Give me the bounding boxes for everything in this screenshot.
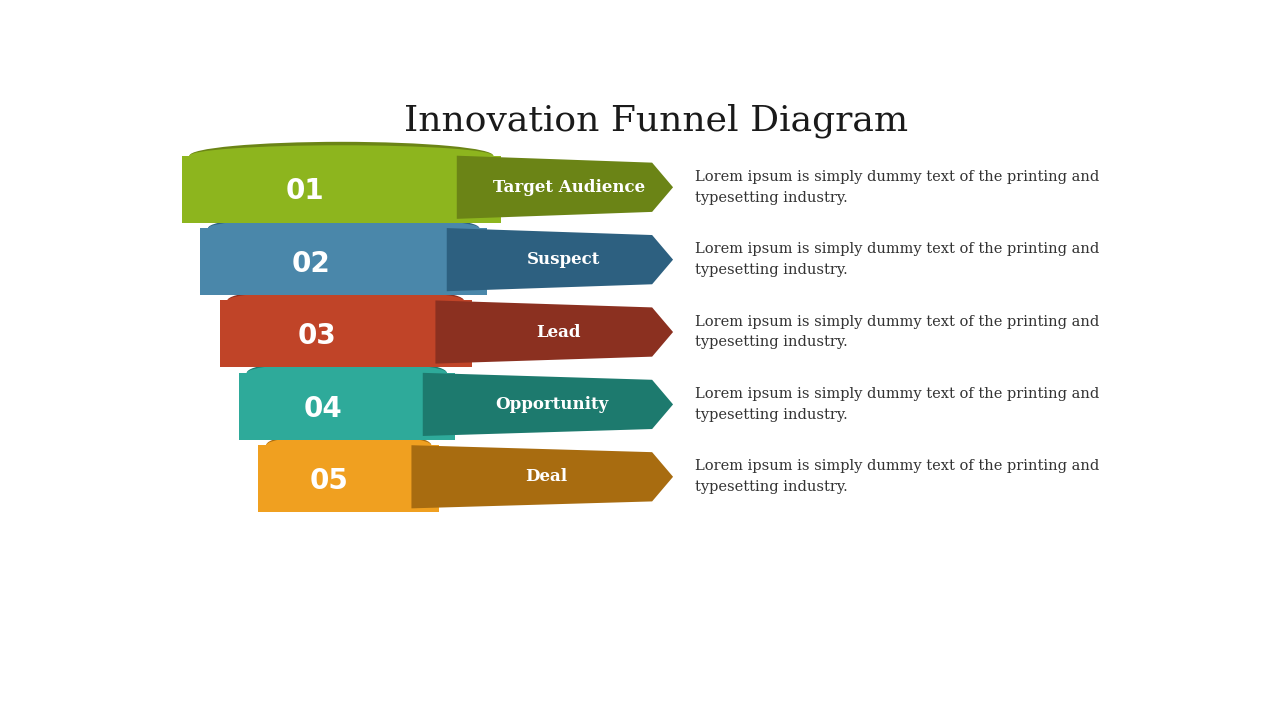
Polygon shape bbox=[266, 445, 431, 508]
Text: Lead: Lead bbox=[536, 323, 580, 341]
Polygon shape bbox=[189, 156, 493, 219]
Ellipse shape bbox=[247, 359, 447, 387]
Polygon shape bbox=[209, 228, 479, 291]
Ellipse shape bbox=[247, 362, 447, 383]
Bar bbox=[220, 300, 471, 367]
Polygon shape bbox=[457, 156, 673, 219]
Polygon shape bbox=[447, 228, 673, 291]
Text: 02: 02 bbox=[292, 250, 330, 278]
Text: Lorem ipsum is simply dummy text of the printing and
typesetting industry.: Lorem ipsum is simply dummy text of the … bbox=[695, 387, 1100, 422]
Ellipse shape bbox=[189, 142, 493, 170]
Polygon shape bbox=[435, 300, 673, 364]
Ellipse shape bbox=[266, 435, 431, 456]
Polygon shape bbox=[209, 228, 479, 291]
Text: 04: 04 bbox=[303, 395, 342, 423]
Ellipse shape bbox=[189, 145, 493, 166]
Text: Target Audience: Target Audience bbox=[493, 179, 645, 196]
Ellipse shape bbox=[209, 214, 479, 242]
Bar bbox=[259, 445, 439, 512]
Text: 05: 05 bbox=[310, 467, 348, 495]
Bar bbox=[182, 156, 500, 222]
Text: 03: 03 bbox=[298, 322, 337, 350]
Text: Lorem ipsum is simply dummy text of the printing and
typesetting industry.: Lorem ipsum is simply dummy text of the … bbox=[695, 243, 1100, 277]
Text: Opportunity: Opportunity bbox=[495, 396, 608, 413]
Bar bbox=[200, 228, 488, 295]
Polygon shape bbox=[247, 373, 447, 436]
Text: 01: 01 bbox=[285, 177, 324, 205]
Ellipse shape bbox=[228, 287, 463, 315]
Ellipse shape bbox=[266, 431, 431, 459]
Polygon shape bbox=[422, 373, 673, 436]
Polygon shape bbox=[189, 156, 493, 219]
Text: Lorem ipsum is simply dummy text of the printing and
typesetting industry.: Lorem ipsum is simply dummy text of the … bbox=[695, 459, 1100, 494]
Polygon shape bbox=[411, 445, 673, 508]
Ellipse shape bbox=[228, 290, 463, 311]
Text: Innovation Funnel Diagram: Innovation Funnel Diagram bbox=[404, 104, 908, 138]
Polygon shape bbox=[228, 300, 463, 364]
Ellipse shape bbox=[209, 217, 479, 238]
Bar bbox=[239, 373, 454, 440]
Text: Lorem ipsum is simply dummy text of the printing and
typesetting industry.: Lorem ipsum is simply dummy text of the … bbox=[695, 170, 1100, 204]
Text: Suspect: Suspect bbox=[527, 251, 600, 268]
Polygon shape bbox=[247, 373, 447, 436]
Text: Lorem ipsum is simply dummy text of the printing and
typesetting industry.: Lorem ipsum is simply dummy text of the … bbox=[695, 315, 1100, 349]
Text: Deal: Deal bbox=[525, 468, 567, 485]
Polygon shape bbox=[228, 300, 463, 364]
Polygon shape bbox=[266, 445, 431, 508]
